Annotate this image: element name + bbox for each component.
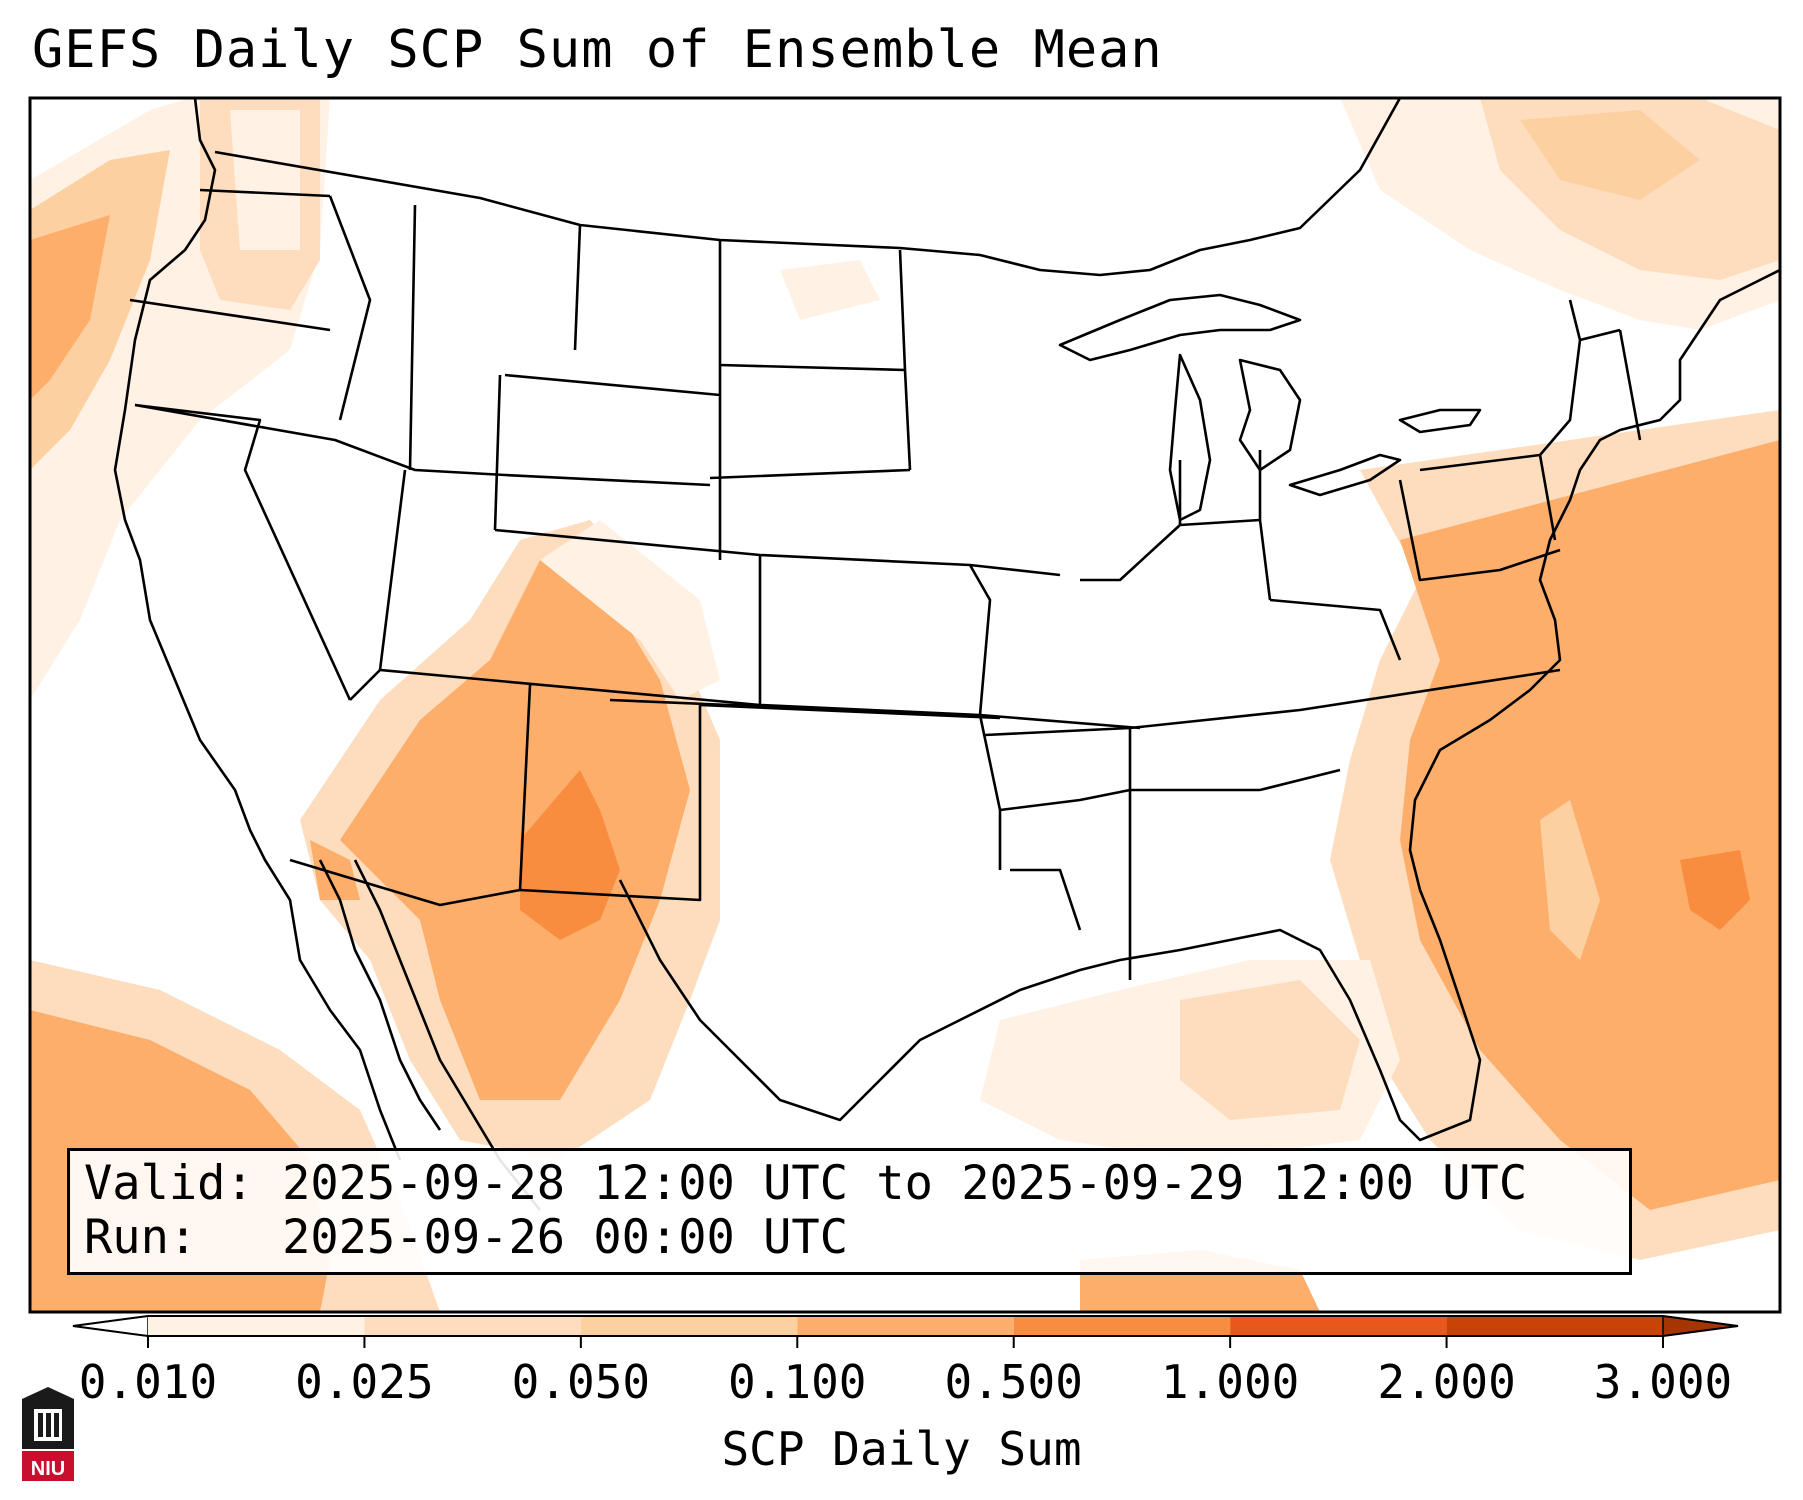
shade-pacific-nw-core — [30, 215, 110, 400]
info-box: Valid: 2025-09-28 12:00 UTC to 2025-09-2… — [67, 1148, 1632, 1275]
colorbar-segment — [580, 1316, 798, 1336]
colorbar-tick-label: 3.000 — [1594, 1355, 1732, 1409]
shade-atlantic-core — [1680, 850, 1750, 930]
coastline-east — [1408, 268, 1780, 891]
map-title: GEFS Daily SCP Sum of Ensemble Mean — [32, 20, 1163, 80]
shade-atlantic-pale-streak — [1540, 800, 1600, 960]
colorbar-tick-label: 1.000 — [1161, 1355, 1299, 1409]
lake-michigan — [1168, 353, 1212, 522]
colorbar-segment — [1446, 1316, 1663, 1336]
map-frame — [28, 96, 1782, 1314]
coastline-baja — [318, 859, 442, 1131]
state-lines — [129, 188, 1642, 980]
lake-superior — [1058, 293, 1302, 362]
shade-north-dakota — [780, 260, 880, 320]
map-outlines — [113, 98, 1780, 1211]
colorbar-extend-low — [72, 1315, 149, 1337]
valid-label: Valid: — [84, 1156, 254, 1211]
coastline-west — [113, 98, 402, 1161]
border-us-canada — [214, 98, 1402, 277]
shade-southwest-mid — [340, 560, 690, 1100]
lake-ontario — [1398, 408, 1482, 434]
colorbar-tick-label: 0.050 — [512, 1355, 650, 1409]
colorbar-tick-label: 0.010 — [79, 1355, 217, 1409]
colorbar-tick-label: 2.000 — [1377, 1355, 1515, 1409]
lake-huron — [1238, 358, 1302, 472]
colorbar: 0.010 0.025 0.050 0.100 0.500 1.000 2.000 3.000 — [72, 1315, 1739, 1409]
run-value: 2025-09-26 00:00 UTC — [282, 1210, 849, 1265]
shade-washington-light — [230, 110, 300, 250]
niu-logo: NIU — [22, 1387, 74, 1481]
colorbar-label: SCP Daily Sum — [721, 1422, 1082, 1476]
colorbar-segment — [1013, 1316, 1231, 1336]
shade-quebec-core — [1520, 110, 1700, 200]
colorbar-segment — [364, 1316, 581, 1336]
shade-gulf-mid — [1180, 980, 1360, 1120]
colorbar-segment — [797, 1316, 1014, 1336]
colorbar-tick-label: 0.500 — [944, 1355, 1082, 1409]
valid-value: 2025-09-28 12:00 UTC to 2025-09-29 12:00… — [282, 1156, 1528, 1211]
shade-baja — [310, 840, 360, 900]
run-label: Run: — [84, 1210, 198, 1265]
colorbar-segment — [148, 1316, 365, 1336]
colorbar-tick-label: 0.025 — [295, 1355, 433, 1409]
shade-colorado-light — [540, 520, 720, 700]
shade-newmexico-core — [520, 770, 620, 940]
coastline-gulf — [618, 879, 1482, 1142]
colorbar-extend-high — [1662, 1315, 1739, 1337]
colorbar-tick-label: 0.100 — [728, 1355, 866, 1409]
logo-text: NIU — [31, 1458, 65, 1480]
lake-erie — [1288, 453, 1402, 497]
colorbar-segment — [1230, 1316, 1447, 1336]
shade-atlantic-mid — [1400, 440, 1780, 1210]
